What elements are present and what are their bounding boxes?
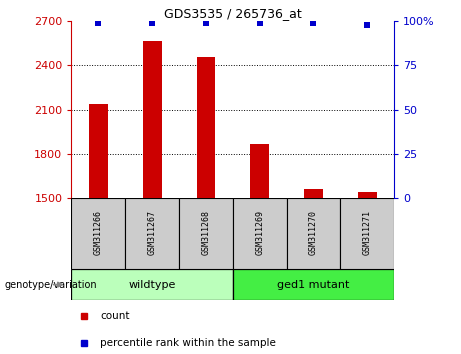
Point [310,20,317,26]
Bar [250,144,269,198]
Bar [340,198,394,269]
Point [202,20,210,26]
Text: GSM311270: GSM311270 [309,210,318,255]
Bar [89,104,108,198]
Text: ged1 mutant: ged1 mutant [278,280,349,290]
Bar [71,269,233,300]
Text: GSM311271: GSM311271 [363,210,372,255]
Text: GSM311269: GSM311269 [255,210,264,255]
Text: count: count [100,311,130,321]
Bar [125,198,179,269]
Title: GDS3535 / 265736_at: GDS3535 / 265736_at [164,7,301,20]
Bar [287,198,340,269]
Bar [179,198,233,269]
Bar [358,192,377,198]
Text: GSM311266: GSM311266 [94,210,103,255]
Bar [71,198,125,269]
Bar [233,198,287,269]
Point [364,22,371,28]
Point [95,20,102,26]
Text: genotype/variation: genotype/variation [5,280,97,290]
Point [256,20,263,26]
Text: GSM311268: GSM311268 [201,210,210,255]
Text: wildtype: wildtype [129,280,176,290]
Text: percentile rank within the sample: percentile rank within the sample [100,338,277,348]
Bar [304,189,323,198]
Bar [233,269,394,300]
Point [148,20,156,26]
Bar [143,41,161,198]
Bar [196,57,215,198]
Text: GSM311267: GSM311267 [148,210,157,255]
